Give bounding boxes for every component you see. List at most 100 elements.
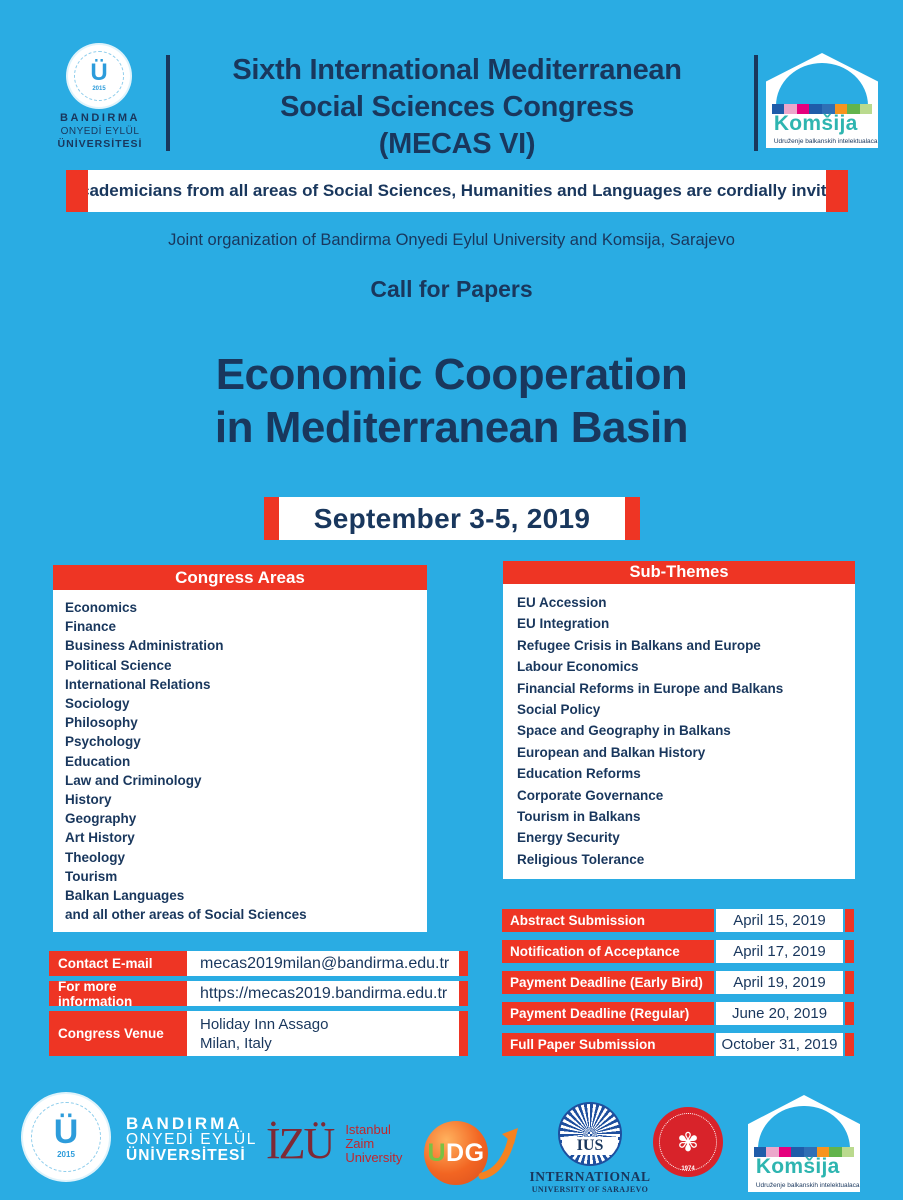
congress-areas-panel: Congress Areas Economics Finance Busines… xyxy=(53,565,427,933)
deadline-label: Payment Deadline (Regular) xyxy=(502,1002,714,1025)
deadline-row-payment-regular: Payment Deadline (Regular) June 20, 2019 xyxy=(502,1002,854,1025)
row-red-endcap xyxy=(459,951,468,976)
ius-name-line1: INTERNATIONAL xyxy=(529,1169,651,1184)
venue-label: Congress Venue xyxy=(49,1011,187,1056)
deadline-date: April 15, 2019 xyxy=(716,909,843,932)
komsija-color-strip xyxy=(771,104,873,114)
sub-themes-list: EU Accession EU Integration Refugee Cris… xyxy=(503,584,855,880)
congress-area-item: Philosophy xyxy=(65,715,138,731)
komsija-logo: Komšija Udruženje balkanskih intelektual… xyxy=(766,53,878,148)
row-red-endcap xyxy=(459,1011,468,1056)
venue-value: Holiday Inn Assago Milan, Italy xyxy=(187,1011,459,1056)
komsija-logo: Komšija Udruženje balkanskih intelektual… xyxy=(748,1095,860,1192)
sivas-cumhuriyet-university-seal-icon: ✾ 1974 xyxy=(653,1107,723,1177)
deadline-row-notification: Notification of Acceptance April 17, 201… xyxy=(502,940,854,963)
header-divider-right xyxy=(754,55,758,151)
sub-theme-item: European and Balkan History xyxy=(517,744,706,760)
izu-monogram-icon: İZÜ xyxy=(266,1119,335,1168)
ius-name-line2: UNIVERSITY OF SARAJEVO xyxy=(531,1185,649,1194)
congress-area-item: History xyxy=(65,792,112,808)
congress-theme-title: Economic Cooperation in Mediterranean Ba… xyxy=(214,350,689,452)
deadline-label: Notification of Acceptance xyxy=(502,940,714,963)
deadline-label: Full Paper Submission xyxy=(502,1033,714,1056)
sub-theme-item: Social Policy xyxy=(517,702,601,718)
international-university-of-sarajevo-logo: IUS INTERNATIONAL UNIVERSITY OF SARAJEVO xyxy=(510,1102,670,1194)
congress-dates-banner: September 3-5, 2019 xyxy=(264,497,640,540)
sub-theme-item: Tourism in Balkans xyxy=(517,809,641,825)
komsija-wordmark: Komšija xyxy=(755,1155,840,1179)
congress-area-item: Political Science xyxy=(65,657,172,673)
row-red-endcap xyxy=(845,909,854,932)
congress-areas-header: Congress Areas xyxy=(53,565,427,590)
sub-theme-item: Religious Tolerance xyxy=(517,851,645,867)
congress-area-item: Geography xyxy=(65,811,137,827)
istanbul-zaim-university-logo: İZÜ Istanbul Zaim University xyxy=(266,1122,402,1166)
venue-row: Congress Venue Holiday Inn Assago Milan,… xyxy=(49,1011,468,1056)
contact-email-value[interactable]: mecas2019milan@bandirma.edu.tr xyxy=(200,954,450,972)
joint-organization-text: Joint organization of Bandirma Onyedi Ey… xyxy=(168,231,735,249)
date-red-cap-right xyxy=(625,497,640,540)
contact-email-label: Contact E-mail xyxy=(49,951,187,976)
komsija-house-icon: Komšija Udruženje balkanskih intelektual… xyxy=(766,53,878,148)
ius-abbr: IUS xyxy=(561,1137,619,1155)
congress-area-item: Finance xyxy=(65,619,117,635)
invitation-banner: Academicians from all areas of Social Sc… xyxy=(66,170,848,212)
ius-sunburst-icon: IUS xyxy=(558,1102,622,1166)
congress-dates: September 3-5, 2019 xyxy=(313,502,591,534)
sub-theme-item: Labour Economics xyxy=(517,659,639,675)
udg-arrow-icon xyxy=(478,1128,518,1180)
sub-theme-item: Energy Security xyxy=(517,830,620,846)
deadline-label: Payment Deadline (Early Bird) xyxy=(502,971,714,994)
bandirma-university-name: BANDIRMA ONYEDİ EYLÜL ÜNİVERSİTESİ xyxy=(57,112,143,150)
sivas-year: 1974 xyxy=(681,1166,695,1172)
izu-name: Istanbul Zaim University xyxy=(345,1122,403,1165)
bandirma-university-name: BANDIRMA ONYEDİ EYLÜL ÜNİVERSİTESİ xyxy=(126,1114,257,1164)
website-row: For more information https://mecas2019.b… xyxy=(49,979,468,1009)
congress-area-item: Education xyxy=(65,753,131,769)
congress-area-item: Balkan Languages xyxy=(65,888,185,904)
sub-theme-item: EU Accession xyxy=(517,595,607,610)
deadline-date: April 17, 2019 xyxy=(716,940,843,963)
sub-theme-item: Education Reforms xyxy=(517,766,641,782)
komsija-tagline: Udruženje balkanskih intelektualaca xyxy=(773,138,878,146)
congress-areas-list: Economics Finance Business Administratio… xyxy=(53,590,427,933)
komsija-house-icon: Komšija Udruženje balkanskih intelektual… xyxy=(748,1095,860,1192)
sub-themes-panel: Sub-Themes EU Accession EU Integration R… xyxy=(503,561,855,880)
congress-area-item: Psychology xyxy=(65,734,141,750)
komsija-wordmark: Komšija xyxy=(773,111,858,135)
row-red-endcap xyxy=(459,981,468,1006)
header-divider-left xyxy=(166,55,170,151)
udg-university-logo: U DG xyxy=(424,1121,524,1187)
banner-red-cap-right xyxy=(826,170,848,212)
congress-area-item: Business Administration xyxy=(65,638,224,654)
sub-themes-header: Sub-Themes xyxy=(503,561,855,584)
row-red-endcap xyxy=(845,1002,854,1025)
congress-area-item: International Relations xyxy=(65,676,211,692)
seal-ring xyxy=(30,1101,102,1173)
website-url[interactable]: https://mecas2019.bandirma.edu.tr xyxy=(200,984,448,1002)
bandirma-university-seal-icon: Ü 2015 xyxy=(68,45,130,107)
komsija-tagline: Udruženje balkanskih intelektualaca xyxy=(755,1182,860,1190)
sub-theme-item: Corporate Governance xyxy=(517,787,664,803)
congress-area-item: Theology xyxy=(65,849,125,865)
deadline-date: June 20, 2019 xyxy=(716,1002,843,1025)
sivas-seal-ring xyxy=(658,1112,718,1172)
komsija-arch-icon xyxy=(776,63,868,107)
row-red-endcap xyxy=(845,971,854,994)
sub-theme-item: Refugee Crisis in Balkans and Europe xyxy=(517,637,761,653)
website-label: For more information xyxy=(49,979,187,1009)
komsija-arch-icon xyxy=(758,1105,850,1150)
row-red-endcap xyxy=(845,940,854,963)
deadline-date: April 19, 2019 xyxy=(716,971,843,994)
congress-area-item: and all other areas of Social Sciences xyxy=(65,907,307,923)
date-red-cap-left xyxy=(264,497,279,540)
sub-theme-item: Financial Reforms in Europe and Balkans xyxy=(517,680,784,696)
row-red-endcap xyxy=(845,1033,854,1056)
sub-theme-item: Space and Geography in Balkans xyxy=(517,723,731,739)
seal-ring xyxy=(73,50,125,102)
deadline-row-full-paper: Full Paper Submission October 31, 2019 xyxy=(502,1033,854,1056)
banner-red-cap-left xyxy=(66,170,88,212)
deadline-label: Abstract Submission xyxy=(502,909,714,932)
congress-area-item: Art History xyxy=(65,830,135,846)
